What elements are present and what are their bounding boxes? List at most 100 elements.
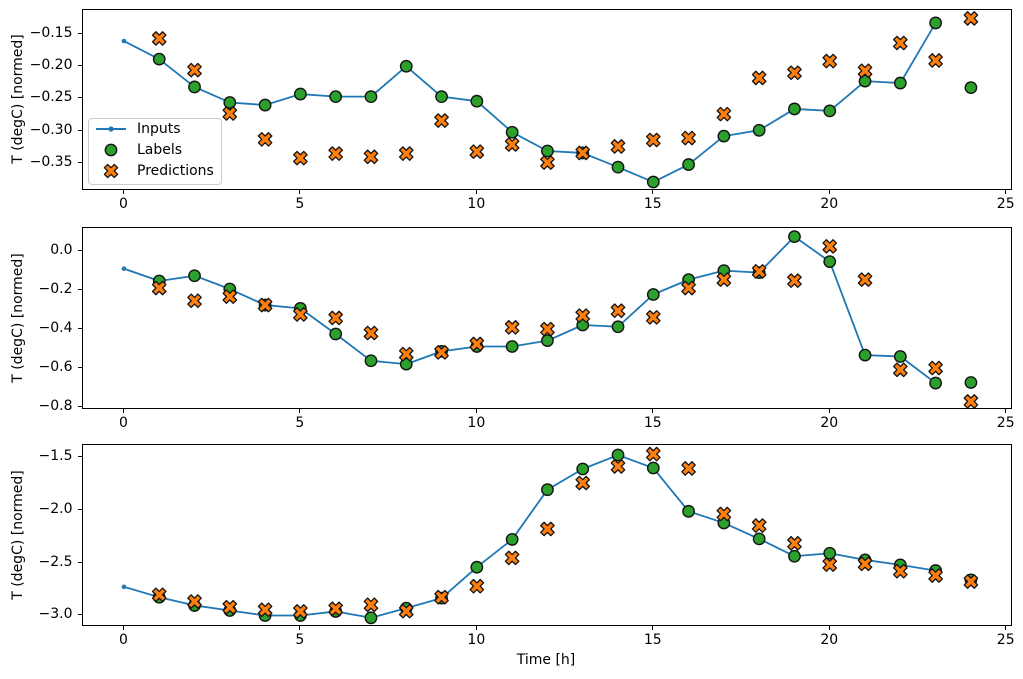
labels-marker <box>293 87 307 101</box>
predictions-marker <box>186 292 202 308</box>
predictions-marker <box>786 272 802 288</box>
labels-marker <box>540 144 554 158</box>
predictions-marker <box>539 321 555 336</box>
predictions-marker <box>468 578 484 594</box>
inputs-line <box>122 453 937 619</box>
labels-marker <box>716 129 730 143</box>
y-tick-label: 0.0 <box>50 241 73 258</box>
labels-marker <box>964 375 977 389</box>
labels-marker <box>646 287 660 301</box>
y-axis-label-subplot-3: T (degC) [normed] <box>10 469 26 600</box>
predictions-marker <box>398 346 414 361</box>
x-tick <box>1005 188 1007 194</box>
y-tick <box>77 456 83 458</box>
predictions-marker <box>645 446 661 461</box>
predictions-marker <box>398 146 414 161</box>
predictions-marker <box>539 521 555 536</box>
x-tick <box>652 408 654 413</box>
x-tick <box>828 408 830 413</box>
x-tick-label: 25 <box>996 195 1015 212</box>
labels-marker <box>364 90 377 104</box>
predictions-marker <box>751 263 767 279</box>
labels-marker <box>222 96 236 109</box>
x-tick-label: 0 <box>118 632 128 648</box>
labels-marker <box>469 560 483 574</box>
y-tick <box>77 327 83 329</box>
predictions-marker <box>186 593 202 609</box>
predictions-marker <box>433 344 449 360</box>
predictions-marker <box>927 567 943 583</box>
y-tick-label: −2.5 <box>38 553 73 570</box>
predictions-marker <box>151 280 167 295</box>
labels-marker <box>399 357 413 371</box>
labels-marker <box>364 353 377 367</box>
predictions-marker <box>892 563 908 579</box>
labels-marker <box>858 74 871 88</box>
x-axis-label: Time [h] <box>516 652 576 668</box>
x-tick-label: 15 <box>643 415 662 431</box>
x-tick <box>828 188 830 194</box>
y-tick <box>77 162 83 164</box>
labels-marker <box>328 327 342 340</box>
predictions-marker <box>786 65 802 81</box>
predictions-marker <box>645 309 661 325</box>
legend-label-labels: Labels <box>137 142 183 159</box>
predictions-marker <box>610 302 625 318</box>
predictions-marker <box>857 271 872 287</box>
y-tick-label: −0.25 <box>29 89 73 106</box>
labels-marker <box>822 104 836 118</box>
predictions-marker <box>857 63 872 79</box>
line-with-dot-icon <box>94 121 128 137</box>
x-tick-label: 5 <box>295 195 305 212</box>
predictions-marker <box>716 271 731 287</box>
filled-circle-icon <box>94 142 128 158</box>
predictions-marker <box>221 288 237 304</box>
subplot-3-axes <box>81 443 1012 626</box>
labels-marker <box>505 339 519 353</box>
labels-marker <box>822 254 836 268</box>
predictions-marker <box>468 144 484 159</box>
inputs-marker-dot <box>121 265 126 271</box>
predictions-marker <box>574 307 590 323</box>
x-tick-label: 25 <box>996 632 1015 648</box>
labels-marker <box>399 59 413 73</box>
x-tick-label: 15 <box>643 632 662 648</box>
predictions-marker <box>398 603 414 618</box>
x-tick <box>1005 408 1007 413</box>
inputs-line <box>122 22 937 183</box>
labels-marker <box>611 319 624 333</box>
labels-marker <box>787 102 801 116</box>
labels-marker <box>787 549 801 563</box>
predictions-marker <box>751 70 767 86</box>
predictions-marker <box>363 596 378 612</box>
x-tick <box>122 188 124 194</box>
x-tick <box>122 408 124 413</box>
predictions-marker <box>327 310 343 325</box>
predictions-marker <box>504 550 519 565</box>
x-tick <box>652 188 654 194</box>
x-tick-label: 25 <box>996 415 1015 431</box>
labels-marker <box>611 448 624 461</box>
labels-marker <box>858 348 871 362</box>
x-tick-label: 10 <box>467 632 486 648</box>
predictions-marker <box>963 11 978 26</box>
predictions-marker <box>151 31 167 46</box>
predictions-marker <box>892 361 908 377</box>
predictions-marker <box>927 360 943 375</box>
subplot-2-plot-area <box>121 229 978 409</box>
inputs-marker-dot <box>121 38 126 44</box>
y-tick-label: −0.20 <box>29 57 73 74</box>
predictions-marker <box>821 238 837 254</box>
predictions-marker <box>680 460 696 476</box>
y-tick <box>77 561 83 563</box>
predictions-marker <box>539 155 555 170</box>
y-tick-label: −3.0 <box>38 606 73 623</box>
y-tick <box>77 65 83 67</box>
predictions-marker <box>610 139 625 154</box>
predictions-marker <box>680 130 696 146</box>
predictions-marker <box>363 325 378 340</box>
predictions-marker <box>327 600 343 616</box>
x-tick <box>299 625 301 630</box>
y-tick <box>77 367 83 369</box>
